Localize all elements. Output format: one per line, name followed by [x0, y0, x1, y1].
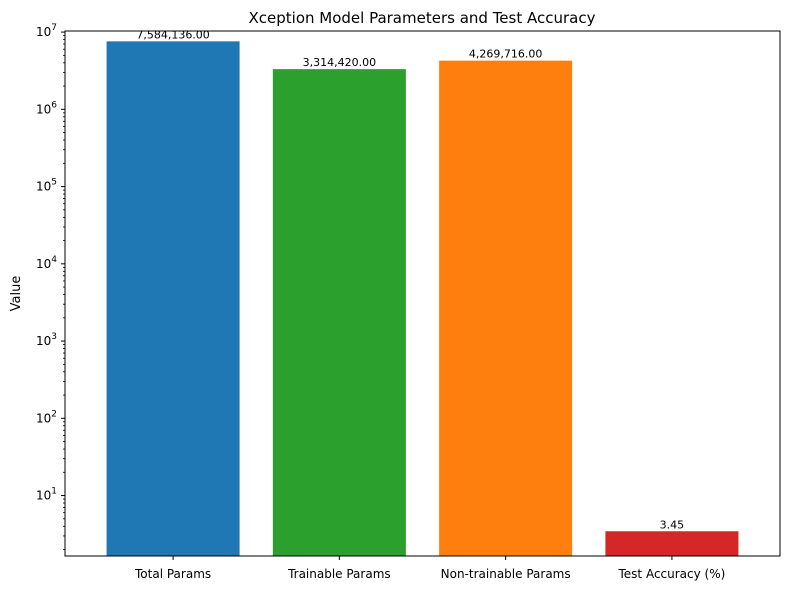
bar — [106, 41, 240, 556]
y-tick-label: 105 — [36, 178, 57, 194]
x-tick-label: Trainable Params — [287, 567, 391, 581]
y-tick-label: 102 — [36, 409, 57, 425]
x-tick-label: Test Accuracy (%) — [618, 567, 726, 581]
x-tick-label: Total Params — [134, 567, 211, 581]
bar — [605, 531, 739, 556]
data-label: 3.45 — [660, 518, 685, 531]
data-label: 7,584,136.00 — [136, 28, 209, 41]
data-label: 4,269,716.00 — [469, 48, 542, 61]
y-tick-label: 107 — [36, 23, 57, 39]
bar — [439, 60, 573, 556]
x-tick-label: Non-trainable Params — [441, 567, 571, 581]
y-tick-label: 106 — [36, 100, 57, 116]
data-label: 3,314,420.00 — [303, 56, 376, 69]
plot-frame — [64, 30, 781, 557]
y-axis-label: Value — [9, 276, 24, 312]
y-tick-label: 101 — [36, 487, 57, 503]
bar — [272, 69, 406, 556]
chart-title: Xception Model Parameters and Test Accur… — [249, 9, 596, 27]
y-tick-label: 104 — [36, 255, 57, 271]
y-tick-label: 103 — [36, 332, 57, 348]
